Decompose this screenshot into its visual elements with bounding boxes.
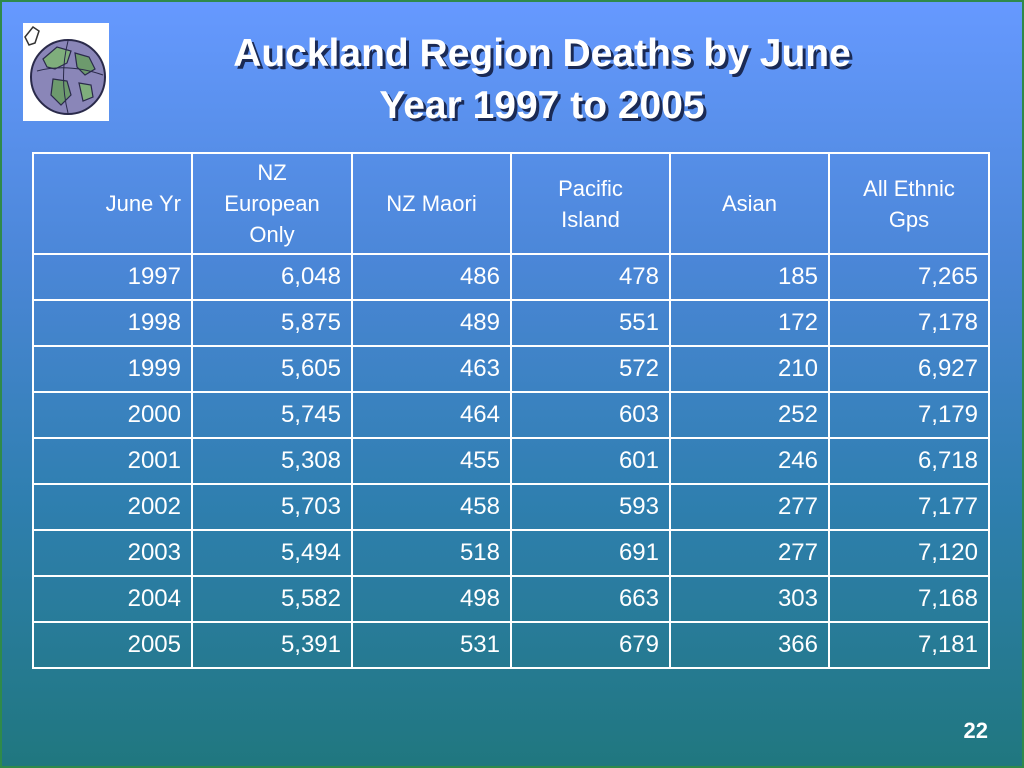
cell-all-ethnic: 7,181 <box>828 621 990 669</box>
cell-all-ethnic: 7,120 <box>828 529 990 577</box>
cell-nz-maori: 518 <box>351 529 512 577</box>
header-nz-maori: NZ Maori <box>351 152 512 255</box>
cell-year: 2001 <box>32 437 193 485</box>
table-row: 2003 5,494 518 691 277 7,120 <box>32 529 990 577</box>
cell-nz-maori: 458 <box>351 483 512 531</box>
cell-nz-european: 5,605 <box>191 345 353 393</box>
header-label-line: Gps <box>888 206 930 232</box>
deaths-table: June Yr NZ European Only NZ Maori Pacific Isla… <box>32 152 990 669</box>
cell-nz-maori: 531 <box>351 621 512 669</box>
header-label-line: Island <box>561 206 620 232</box>
cell-nz-european: 5,494 <box>191 529 353 577</box>
header-label-line: Only <box>249 222 295 247</box>
globe-map-icon <box>23 23 109 121</box>
cell-nz-maori: 455 <box>351 437 512 485</box>
header-label-line: European <box>224 191 320 216</box>
slide-title: Auckland Region Deaths by June Year 1997… <box>142 28 942 132</box>
cell-year: 1997 <box>32 253 193 301</box>
cell-all-ethnic: 6,927 <box>828 345 990 393</box>
cell-nz-european: 5,308 <box>191 437 353 485</box>
cell-pacific-island: 663 <box>510 575 671 623</box>
header-nz-european: NZ European Only <box>191 152 353 255</box>
table-header-row: June Yr NZ European Only NZ Maori Pacific Isla… <box>32 152 990 255</box>
cell-pacific-island: 572 <box>510 345 671 393</box>
cell-nz-maori: 489 <box>351 299 512 347</box>
cell-pacific-island: 679 <box>510 621 671 669</box>
cell-nz-european: 5,745 <box>191 391 353 439</box>
cell-all-ethnic: 7,177 <box>828 483 990 531</box>
cell-nz-maori: 463 <box>351 345 512 393</box>
table-row: 1997 6,048 486 478 185 7,265 <box>32 253 990 301</box>
cell-pacific-island: 478 <box>510 253 671 301</box>
cell-nz-maori: 464 <box>351 391 512 439</box>
cell-year: 2000 <box>32 391 193 439</box>
cell-nz-maori: 486 <box>351 253 512 301</box>
cell-nz-european: 5,875 <box>191 299 353 347</box>
header-all-ethnic: All Ethnic Gps <box>828 152 990 255</box>
cell-all-ethnic: 7,178 <box>828 299 990 347</box>
cell-year: 2003 <box>32 529 193 577</box>
header-label-line: NZ Maori <box>386 191 477 216</box>
cell-nz-european: 6,048 <box>191 253 353 301</box>
table-row: 1998 5,875 489 551 172 7,178 <box>32 299 990 347</box>
cell-asian: 277 <box>669 529 830 577</box>
cell-all-ethnic: 6,718 <box>828 437 990 485</box>
cell-asian: 246 <box>669 437 830 485</box>
cell-all-ethnic: 7,265 <box>828 253 990 301</box>
cell-asian: 210 <box>669 345 830 393</box>
table-row: 2001 5,308 455 601 246 6,718 <box>32 437 990 485</box>
header-label-line: NZ <box>257 160 287 185</box>
table-row: 2000 5,745 464 603 252 7,179 <box>32 391 990 439</box>
cell-asian: 252 <box>669 391 830 439</box>
header-label-line: Asian <box>721 191 778 216</box>
title-line-1: Auckland Region Deaths by June <box>233 32 851 75</box>
cell-nz-european: 5,703 <box>191 483 353 531</box>
cell-nz-maori: 498 <box>351 575 512 623</box>
cell-year: 2005 <box>32 621 193 669</box>
cell-asian: 172 <box>669 299 830 347</box>
table-row: 2002 5,703 458 593 277 7,177 <box>32 483 990 531</box>
cell-asian: 303 <box>669 575 830 623</box>
cell-asian: 366 <box>669 621 830 669</box>
cell-pacific-island: 603 <box>510 391 671 439</box>
cell-year: 1999 <box>32 345 193 393</box>
header-june-yr: June Yr <box>32 152 193 255</box>
cell-year: 2004 <box>32 575 193 623</box>
header-pacific-island: Pacific Island <box>510 152 671 255</box>
title-line-2: Year 1997 to 2005 <box>379 84 705 127</box>
table-row: 2005 5,391 531 679 366 7,181 <box>32 621 990 669</box>
header-label-line: June Yr <box>105 191 181 216</box>
cell-pacific-island: 691 <box>510 529 671 577</box>
table-row: 2004 5,582 498 663 303 7,168 <box>32 575 990 623</box>
cell-all-ethnic: 7,168 <box>828 575 990 623</box>
cell-asian: 185 <box>669 253 830 301</box>
cell-year: 2002 <box>32 483 193 531</box>
cell-all-ethnic: 7,179 <box>828 391 990 439</box>
cell-pacific-island: 551 <box>510 299 671 347</box>
cell-nz-european: 5,391 <box>191 621 353 669</box>
cell-asian: 277 <box>669 483 830 531</box>
header-label-line: All Ethnic <box>863 175 955 201</box>
header-asian: Asian <box>669 152 830 255</box>
table-body: 1997 6,048 486 478 185 7,265 1998 5,875 489 551 17… <box>32 253 990 669</box>
cell-nz-european: 5,582 <box>191 575 353 623</box>
cell-year: 1998 <box>32 299 193 347</box>
cell-pacific-island: 593 <box>510 483 671 531</box>
header-label-line: Pacific <box>558 175 623 201</box>
cell-pacific-island: 601 <box>510 437 671 485</box>
page-number: 22 <box>963 718 988 743</box>
table-row: 1999 5,605 463 572 210 6,927 <box>32 345 990 393</box>
